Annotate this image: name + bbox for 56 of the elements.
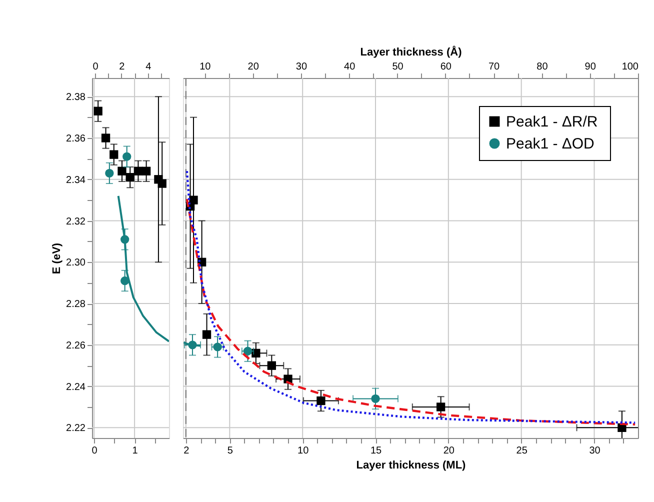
- point: [436, 402, 446, 412]
- x-tick-label: 25: [516, 446, 528, 456]
- point: [142, 166, 151, 176]
- point: [158, 179, 166, 188]
- x2-tick-label: 50: [392, 62, 404, 72]
- y-tick-label: 2.32: [66, 216, 86, 228]
- y-tick-label: 2.28: [66, 299, 86, 310]
- x-tick-label: 2: [184, 446, 190, 456]
- line-series: [117, 194, 169, 342]
- x2-tick-label: 80: [536, 62, 548, 72]
- point: [105, 168, 114, 178]
- x-tick-label: 20: [443, 446, 455, 456]
- x-tick-label: 1: [132, 446, 138, 456]
- x-tick-label: 10: [298, 446, 310, 456]
- point: [122, 152, 132, 161]
- x2-tick-label: 20: [248, 62, 260, 72]
- point: [189, 196, 198, 204]
- x2-tick-label: 2: [119, 62, 126, 72]
- point: [202, 330, 212, 339]
- y-tick-label: 2.24: [66, 382, 86, 393]
- x2-tick-label: 100: [622, 62, 639, 72]
- x2-tick-label: 90: [584, 62, 596, 72]
- x2-tick-label: 0: [92, 62, 99, 72]
- x2-axis-title: Layer thickness (Å): [360, 46, 462, 58]
- point: [120, 276, 130, 286]
- point: [134, 166, 143, 176]
- y-tick-label: 2.36: [66, 134, 86, 144]
- x-axis-title: Layer thickness (ML): [356, 460, 466, 472]
- point: [371, 394, 380, 404]
- y-tick-label: 2.26: [66, 340, 86, 352]
- x2-tick-label: 4: [146, 62, 152, 72]
- point: [126, 172, 134, 182]
- y-tick-label: 2.34: [66, 174, 86, 186]
- point: [110, 150, 118, 159]
- x-tick-label: 5: [227, 446, 234, 456]
- legend-label: Peak1 - ΔR/R: [506, 114, 598, 130]
- legend-label: Peak1 - ΔOD: [506, 136, 595, 152]
- point: [243, 346, 252, 356]
- point: [118, 166, 126, 176]
- x2-tick-label: 10: [200, 62, 212, 72]
- y-tick-label: 2.30: [66, 258, 86, 269]
- x2-tick-label: 30: [296, 62, 308, 72]
- x2-tick-label: 60: [440, 62, 452, 72]
- x-tick-label: 15: [370, 446, 382, 456]
- y-tick-label: 2.38: [66, 92, 86, 104]
- x2-tick-label: 70: [488, 62, 500, 72]
- x2-tick-label: 40: [344, 62, 356, 72]
- point: [316, 396, 326, 406]
- x-tick-label: 30: [589, 446, 601, 456]
- x-tick-label: 0: [92, 446, 98, 456]
- y-tick-label: 2.22: [66, 423, 86, 434]
- y-axis-title: E (eV): [51, 242, 64, 274]
- point: [101, 134, 110, 142]
- point: [267, 361, 276, 370]
- point: [213, 342, 222, 352]
- point: [94, 106, 102, 116]
